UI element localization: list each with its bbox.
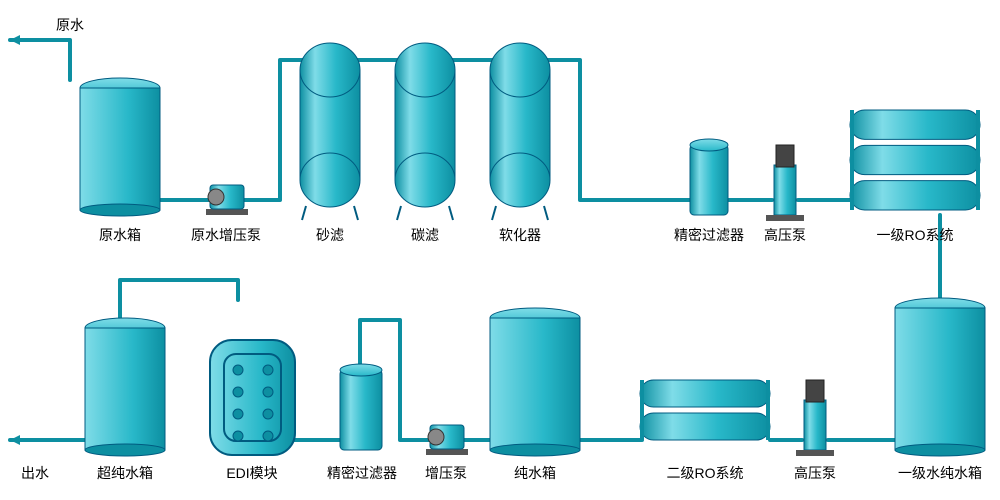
raw_pump-label: 原水增压泵 [191,227,261,243]
out-label: 出水 [21,465,49,481]
hp-pump-2 [804,400,826,450]
precision-filter-2 [340,370,382,450]
ultrapure-tank [85,328,165,450]
pure2-label: 纯水箱 [514,465,556,481]
pure1-label: 一级水纯水箱 [898,465,982,481]
sand-label: 砂滤 [316,227,344,243]
boost-label: 增压泵 [425,465,467,481]
pure-water-tank [490,318,580,450]
hp1-label: 高压泵 [764,227,806,243]
hp2-label: 高压泵 [794,465,836,481]
edi-module [210,340,295,455]
raw_in-label: 原水 [56,17,84,33]
ro1-label: 一级RO系统 [877,227,954,243]
water-treatment-flowchart: 原水原水箱原水增压泵砂滤碳滤软化器精密过滤器高压泵一级RO系统一级水纯水箱高压泵… [0,0,1000,500]
raw-water-tank [80,88,160,210]
fine2-label: 精密过滤器 [327,465,397,481]
pipe [545,60,690,200]
pipe [120,280,238,320]
stage1-pure-tank [895,308,985,450]
ro2-label: 二级RO系统 [667,465,744,481]
soft-label: 软化器 [499,227,541,243]
hp-pump-1 [774,165,796,215]
precision-filter-1 [690,145,728,215]
arrow-icon [10,435,20,445]
ro-system-1 [850,110,980,210]
arrow-icon [10,35,20,45]
fine1-label: 精密过滤器 [674,227,744,243]
ultra-label: 超纯水箱 [97,465,153,481]
carbon-label: 碳滤 [411,227,439,243]
pipe [240,60,305,200]
edi-label: EDI模块 [226,465,277,481]
raw_tank-label: 原水箱 [99,227,141,243]
pipe [10,40,70,80]
ro-system-2 [640,380,770,440]
